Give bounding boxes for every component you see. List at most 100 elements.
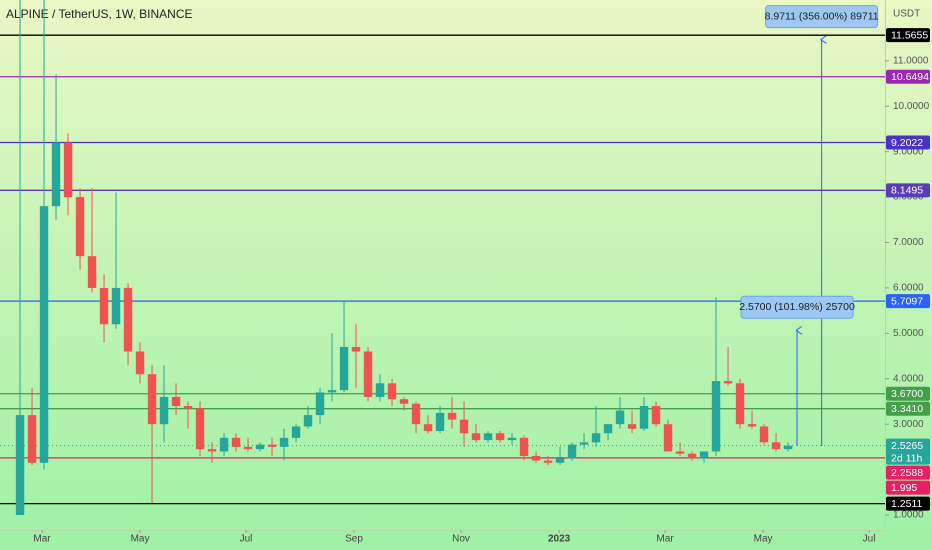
candle-body xyxy=(639,406,649,429)
candle-body xyxy=(363,351,373,397)
y-tick-label: 6.0000 xyxy=(893,283,924,294)
candle-body xyxy=(663,424,673,452)
candle-body xyxy=(351,346,361,352)
candle-body xyxy=(183,406,193,409)
candle-body xyxy=(723,381,733,384)
price-label: 1.2511 xyxy=(891,498,922,510)
x-tick-label: Jul xyxy=(240,534,253,545)
x-tick-label: Nov xyxy=(452,534,470,545)
candle-body xyxy=(231,437,241,447)
price-label-bg xyxy=(886,294,930,309)
candle-body xyxy=(579,442,589,445)
price-label: 11.5655 xyxy=(891,29,928,41)
price-label: 10.6494 xyxy=(891,71,929,83)
x-tick-label: Mar xyxy=(656,534,674,545)
candle-body xyxy=(291,426,301,438)
price-label-bg xyxy=(886,135,930,150)
candle-body xyxy=(15,415,25,516)
candle-body xyxy=(531,455,541,461)
candle-body xyxy=(555,458,565,463)
candle-body xyxy=(699,451,709,459)
y-tick-label: 1.0000 xyxy=(893,510,924,521)
price-label: 1.995 xyxy=(891,482,917,494)
countdown-label: 2d 11h xyxy=(891,452,922,464)
candle-body xyxy=(303,415,313,427)
candle-body xyxy=(603,424,613,434)
candle-body xyxy=(507,437,517,441)
candle-body xyxy=(123,287,133,352)
y-tick-label: 4.0000 xyxy=(893,373,924,384)
y-tick-label: 3.0000 xyxy=(893,419,924,430)
x-tick-label: May xyxy=(754,534,773,545)
candle-body xyxy=(135,351,145,375)
price-label: 2.2588 xyxy=(891,467,923,479)
candle-body xyxy=(255,444,265,450)
candle-body xyxy=(147,374,157,425)
candle-body xyxy=(483,433,493,441)
x-tick-label: 2023 xyxy=(548,534,571,545)
candle-body xyxy=(159,396,169,425)
price-label: 3.6700 xyxy=(891,388,923,400)
candle-body xyxy=(51,142,61,207)
candle-body xyxy=(675,451,685,454)
candle-body xyxy=(447,412,457,420)
candle-body xyxy=(591,433,601,443)
candle-body xyxy=(519,437,529,456)
candle-body xyxy=(375,383,385,397)
candle-body xyxy=(327,390,337,393)
candle-body xyxy=(39,206,49,463)
candle-body xyxy=(495,433,505,441)
candle-body xyxy=(627,424,637,429)
y-tick-label: 10.0000 xyxy=(893,101,930,112)
y-tick-label: 5.0000 xyxy=(893,328,924,339)
candle-body xyxy=(459,419,469,434)
measure-box xyxy=(740,295,854,319)
candle-body xyxy=(423,424,433,431)
candle-body xyxy=(567,444,577,459)
candle-body xyxy=(735,383,745,425)
candle-body xyxy=(171,396,181,407)
candle-body xyxy=(339,346,349,391)
candle-body xyxy=(711,381,721,452)
measure-label: 2.5700 (101.98%) 25700 xyxy=(739,301,855,313)
candle-body xyxy=(615,410,625,425)
candle-body xyxy=(651,406,661,425)
candle-body xyxy=(759,426,769,443)
price-label: 9.2022 xyxy=(891,137,923,149)
y-tick-label: 11.0000 xyxy=(893,55,929,66)
candle-body xyxy=(543,460,553,463)
x-tick-label: Sep xyxy=(345,534,363,545)
measure-box xyxy=(765,5,879,29)
candle-body xyxy=(207,449,217,452)
candle-body xyxy=(471,433,481,441)
candle-body xyxy=(387,383,397,400)
candle-body xyxy=(687,453,697,459)
candle-body xyxy=(111,287,121,325)
price-label-bg xyxy=(886,438,930,465)
candle-body xyxy=(411,403,421,425)
x-tick-label: Mar xyxy=(33,534,51,545)
candle-body xyxy=(243,446,253,450)
candle-body xyxy=(747,424,757,427)
x-tick-label: May xyxy=(131,534,150,545)
candle-body xyxy=(279,437,289,447)
chart-title: ALPINE / TetherUS, 1W, BINANCE xyxy=(6,7,193,21)
price-label: 8.1495 xyxy=(891,185,923,197)
candle-body xyxy=(315,392,325,416)
x-tick-label: Jul xyxy=(863,534,876,545)
currency-label: USDT xyxy=(893,9,920,20)
price-label-bg xyxy=(886,69,930,84)
measure-label: 8.9711 (356.00%) 89711 xyxy=(765,10,879,22)
price-label-bg xyxy=(886,183,930,198)
price-label: 5.7097 xyxy=(891,295,923,307)
price-label-bg xyxy=(886,386,930,401)
candle-body xyxy=(219,437,229,452)
candle-body xyxy=(435,412,445,431)
candle-body xyxy=(75,197,85,257)
price-label: 2.5265 xyxy=(891,440,923,452)
candle-body xyxy=(195,408,205,450)
candle-body xyxy=(27,415,37,463)
candle-body xyxy=(399,399,409,404)
